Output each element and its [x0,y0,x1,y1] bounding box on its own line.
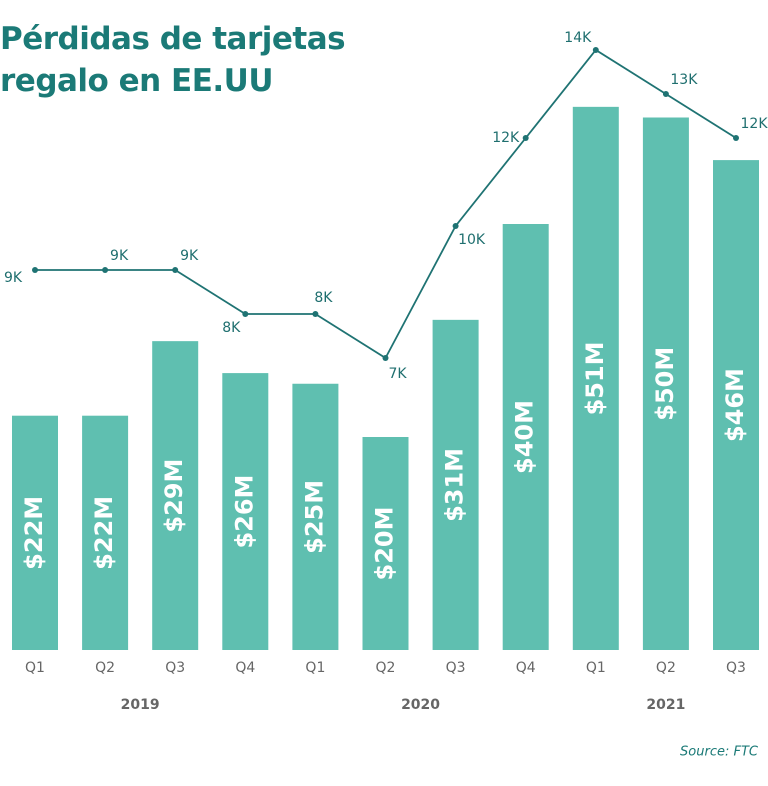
bar [642,117,689,650]
bar-label: $51M [581,341,609,415]
x-tick-label: Q1 [305,660,325,676]
bar [713,160,759,650]
x-tick-label: Q1 [586,660,606,676]
point [522,135,529,141]
bar [432,319,479,650]
bar-label: $20M [371,507,399,581]
point-label: 8K [222,320,241,336]
x-tick-label: Q1 [25,660,45,676]
point-label: 9K [180,248,199,264]
bar-label: $29M [160,459,188,533]
bar-label: $46M [721,368,749,442]
bar-label: $26M [230,475,258,549]
bar-label: $25M [300,480,328,554]
year-label: 2021 [646,697,685,713]
point [242,311,249,317]
x-tick-label: Q3 [446,660,466,676]
x-tick-label: Q3 [726,660,746,676]
source: Source: FTC [680,745,759,760]
bar [362,437,409,650]
point-label: 13K [670,72,698,88]
x-tick-label: Q4 [516,660,536,676]
point-label: 10K [458,232,486,248]
bar [222,373,269,650]
point [102,267,109,273]
bar-label: $22M [90,496,118,570]
point [662,91,669,97]
bar [82,415,129,650]
x-tick-label: Q2 [95,660,115,676]
point [592,47,599,53]
point [32,267,38,273]
x-tick-label: Q3 [165,660,185,676]
point [312,311,319,317]
bar-label: $40M [511,400,539,474]
bar [572,106,619,651]
chart-title: Pérdidas de tarjetas regalo en EE.UU [0,21,346,99]
bar-label: $31M [441,448,469,522]
line [35,48,737,360]
year-label: 2020 [401,697,440,713]
year-label: 2019 [121,697,160,713]
point-label: 14K [564,30,592,46]
bar-label: $22M [20,496,48,570]
point-label: 9K [110,248,129,264]
point-label: 12K [741,116,768,132]
bar [12,415,58,650]
bar [152,341,199,650]
point-label: 9K [4,270,23,286]
bar [292,383,339,650]
bar-label: $50M [651,347,679,421]
x-tick-label: Q2 [376,660,396,676]
point-label: 12K [492,130,520,146]
point [172,267,179,273]
point-label: 7K [388,366,407,382]
point [733,135,739,141]
point-label: 8K [314,290,333,306]
x-tick-label: Q4 [235,660,255,676]
point [452,223,459,229]
point [382,355,389,361]
bar [502,224,549,650]
x-tick-label: Q2 [656,660,676,676]
